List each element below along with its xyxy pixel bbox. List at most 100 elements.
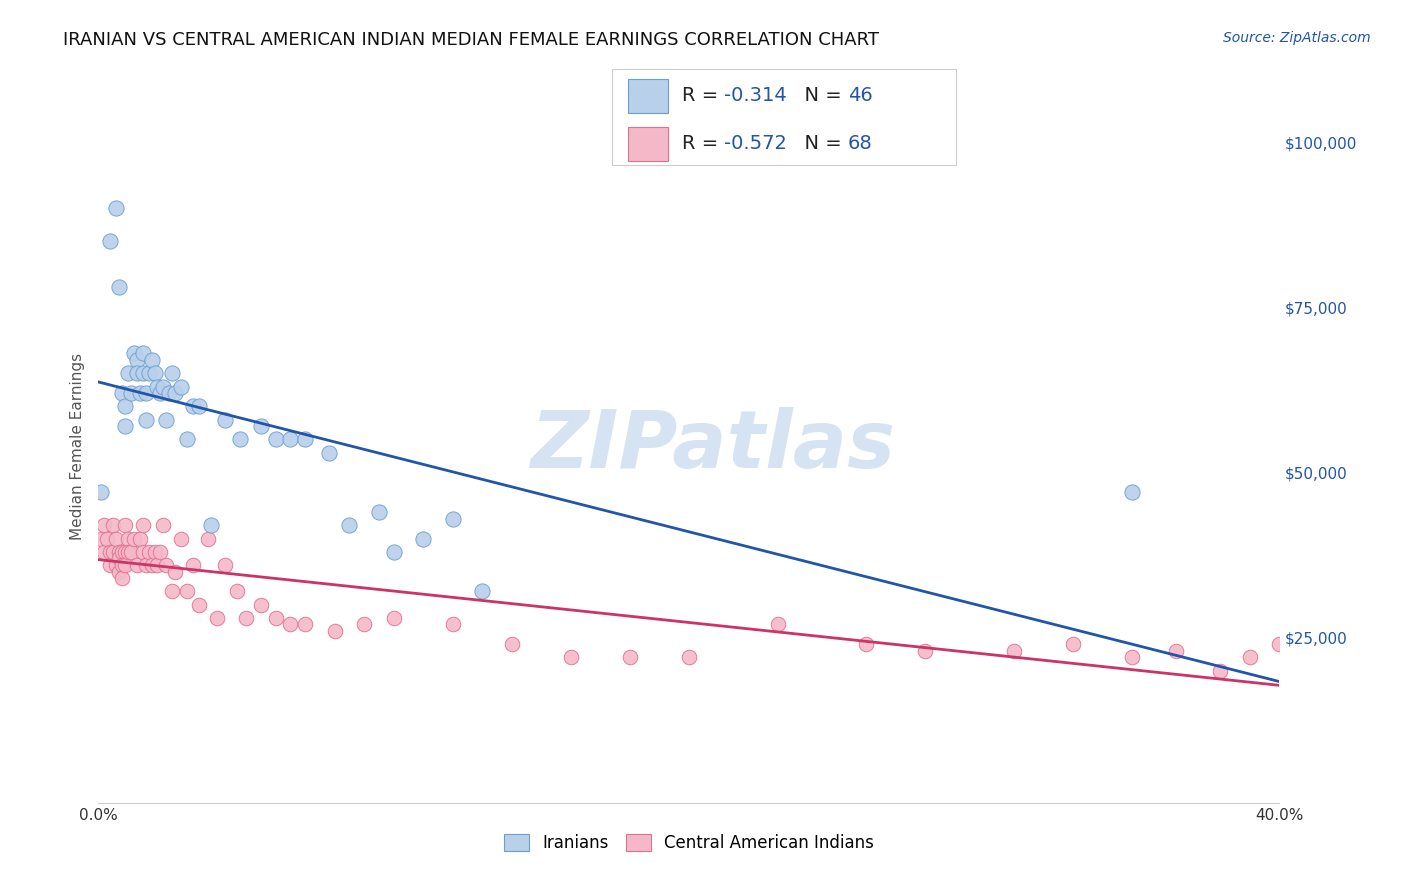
Text: Source: ZipAtlas.com: Source: ZipAtlas.com: [1223, 31, 1371, 45]
Point: [560, 650, 582, 665]
Point: [108, 545, 131, 559]
Text: 68: 68: [848, 135, 873, 153]
Point: [117, 545, 139, 559]
Point: [98, 234, 121, 248]
Point: [143, 545, 166, 559]
Point: [181, 558, 204, 572]
Text: ZIPatlas: ZIPatlas: [530, 407, 896, 485]
Point: [132, 518, 155, 533]
Point: [1062, 637, 1084, 651]
Text: R =: R =: [682, 135, 724, 153]
Point: [197, 532, 219, 546]
Point: [138, 367, 160, 381]
Point: [103, 518, 125, 533]
Point: [501, 637, 523, 651]
Point: [214, 412, 236, 426]
Point: [111, 545, 134, 559]
Point: [132, 367, 155, 381]
Point: [619, 650, 641, 665]
Point: [155, 558, 177, 572]
Point: [471, 584, 494, 599]
Legend: Iranians, Central American Indians: Iranians, Central American Indians: [498, 827, 880, 859]
Point: [353, 617, 375, 632]
Point: [170, 532, 193, 546]
Point: [382, 545, 405, 559]
Point: [766, 617, 789, 632]
Point: [250, 598, 273, 612]
Text: 46: 46: [848, 87, 873, 105]
Point: [229, 433, 252, 447]
Text: R =: R =: [682, 87, 724, 105]
Point: [122, 532, 145, 546]
Point: [678, 650, 700, 665]
Point: [155, 412, 177, 426]
Point: [1268, 637, 1291, 651]
Point: [855, 637, 877, 651]
Point: [138, 545, 160, 559]
Point: [323, 624, 346, 638]
Point: [98, 545, 121, 559]
Point: [318, 445, 340, 459]
Point: [235, 611, 257, 625]
Point: [105, 558, 128, 572]
Point: [114, 400, 136, 414]
Point: [105, 532, 128, 546]
Point: [93, 545, 115, 559]
Point: [250, 419, 273, 434]
Point: [108, 280, 131, 294]
Point: [103, 545, 125, 559]
Point: [90, 485, 112, 500]
Point: [165, 565, 187, 579]
Text: -0.314: -0.314: [724, 87, 787, 105]
Point: [264, 611, 287, 625]
Point: [125, 367, 148, 381]
Point: [146, 558, 169, 572]
Point: [128, 386, 150, 401]
Point: [1239, 650, 1261, 665]
Point: [1121, 485, 1143, 500]
Point: [264, 433, 287, 447]
Point: [108, 565, 131, 579]
Point: [1209, 664, 1232, 678]
Text: -0.572: -0.572: [724, 135, 787, 153]
Point: [1002, 644, 1025, 658]
Point: [176, 433, 198, 447]
Point: [90, 532, 112, 546]
Point: [181, 400, 204, 414]
Point: [1121, 650, 1143, 665]
Point: [117, 367, 139, 381]
Point: [111, 571, 134, 585]
Point: [149, 386, 172, 401]
Point: [382, 611, 405, 625]
Point: [1166, 644, 1188, 658]
Point: [412, 532, 434, 546]
Point: [135, 558, 157, 572]
Point: [114, 419, 136, 434]
Point: [146, 379, 169, 393]
Point: [294, 617, 316, 632]
Point: [214, 558, 236, 572]
Point: [152, 379, 174, 393]
Point: [226, 584, 249, 599]
Point: [120, 386, 142, 401]
Point: [294, 433, 316, 447]
Point: [135, 386, 157, 401]
Text: IRANIAN VS CENTRAL AMERICAN INDIAN MEDIAN FEMALE EARNINGS CORRELATION CHART: IRANIAN VS CENTRAL AMERICAN INDIAN MEDIA…: [63, 31, 879, 49]
Text: N =: N =: [792, 135, 848, 153]
Point: [98, 558, 121, 572]
Point: [132, 346, 155, 360]
Point: [152, 518, 174, 533]
Point: [111, 558, 134, 572]
Point: [280, 433, 302, 447]
Point: [132, 545, 155, 559]
Point: [125, 353, 148, 368]
Point: [120, 545, 142, 559]
Point: [200, 518, 222, 533]
Point: [157, 386, 180, 401]
Point: [122, 346, 145, 360]
Point: [187, 400, 209, 414]
Point: [162, 584, 183, 599]
Point: [96, 532, 118, 546]
Point: [441, 617, 464, 632]
Y-axis label: Median Female Earnings: Median Female Earnings: [69, 352, 84, 540]
